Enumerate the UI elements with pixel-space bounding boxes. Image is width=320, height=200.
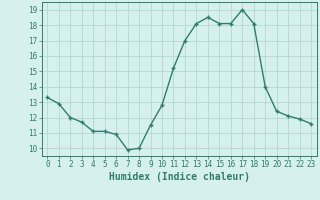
X-axis label: Humidex (Indice chaleur): Humidex (Indice chaleur)	[109, 172, 250, 182]
